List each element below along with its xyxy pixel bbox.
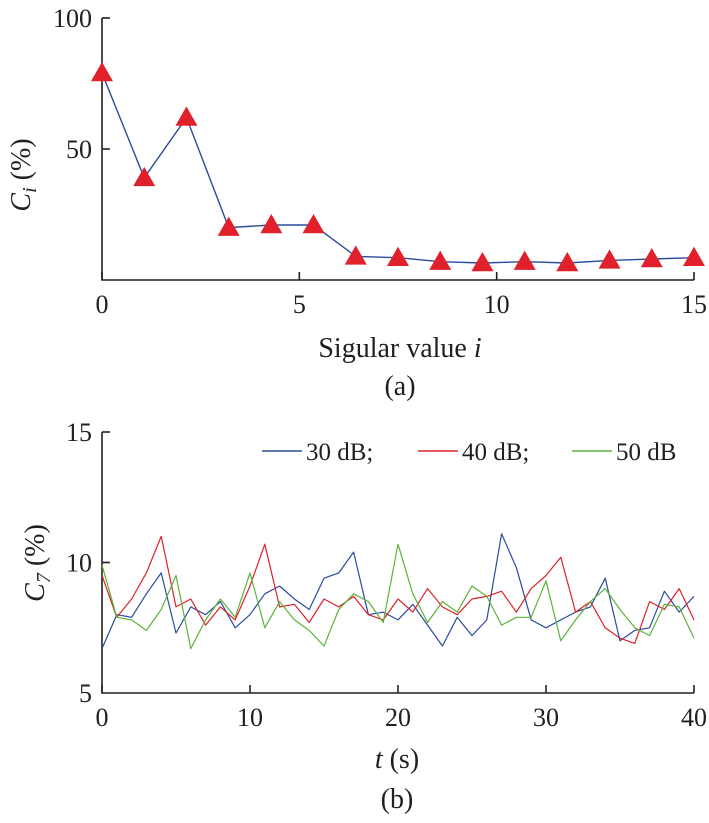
panel-b-series-1-line <box>101 533 695 649</box>
panel-a-x-tick-label: 10 <box>484 290 510 319</box>
panel-b-y-label: C7 (%) <box>20 524 55 602</box>
panel-a-marker <box>217 216 240 236</box>
panel-a-marker <box>387 246 409 266</box>
panel-b-x-tick-label: 0 <box>96 703 109 732</box>
panel-b-ticks: 0 10 20 30 40 5 10 15 <box>66 418 707 732</box>
panel-a: 0 5 10 15 50 100 Ci (%) Sigular value i (a) <box>6 4 707 402</box>
panel-b-series-3-line <box>101 543 695 650</box>
panel-b-series-lines <box>101 533 695 650</box>
panel-b-caption: (b) <box>381 784 414 815</box>
panel-b-y-tick-label: 15 <box>66 418 92 447</box>
panel-b-x-tick-label: 40 <box>681 703 707 732</box>
panel-a-y-tick-label: 100 <box>53 4 92 33</box>
panel-a-axes <box>101 18 694 281</box>
panel-a-series-line <box>101 72 695 264</box>
panel-a-marker <box>91 62 113 82</box>
panel-a-x-label: Sigular value i <box>318 333 481 364</box>
panel-a-marker <box>471 251 494 272</box>
panel-a-marker <box>598 249 621 269</box>
panel-a-marker <box>556 251 579 272</box>
panel-b-series-2-line <box>101 535 695 645</box>
panel-a-marker <box>133 166 156 187</box>
panel-a-markers <box>91 62 705 272</box>
panel-a-ticks: 0 5 10 15 50 100 <box>53 4 707 319</box>
panel-a-marker <box>683 246 705 266</box>
panel-a-marker <box>260 213 283 234</box>
panel-a-x-tick-label: 15 <box>681 290 707 319</box>
panel-a-x-tick-label: 0 <box>96 290 109 319</box>
panel-a-marker <box>640 248 663 268</box>
panel-a-x-tick-label: 5 <box>293 290 306 319</box>
panel-a-marker <box>429 250 452 270</box>
panel-b-x-label: t (s) <box>375 744 419 775</box>
panel-a-series-path <box>101 72 695 264</box>
panel-b-legend-label: 50 dB <box>616 439 676 466</box>
panel-a-y-tick-label: 50 <box>66 135 92 164</box>
panel-a-marker <box>513 250 536 270</box>
panel-a-marker <box>302 213 325 234</box>
panel-b-legend-label: 30 dB; <box>306 439 373 466</box>
panel-b-legend-label: 40 dB; <box>462 439 529 466</box>
panel-a-marker <box>175 106 198 126</box>
panel-b-axes <box>101 432 694 694</box>
panel-b-y-tick-label: 5 <box>79 679 92 708</box>
panel-b-legend: 30 dB; 40 dB; 50 dB <box>262 439 676 466</box>
panel-b-x-tick-label: 20 <box>385 703 411 732</box>
panel-b-y-tick-label: 10 <box>66 549 92 578</box>
panel-b-x-tick-label: 10 <box>237 703 263 732</box>
panel-b-x-tick-label: 30 <box>533 703 559 732</box>
panel-a-marker <box>344 245 367 265</box>
panel-a-y-label: Ci (%) <box>6 138 41 211</box>
panel-a-caption: (a) <box>384 371 415 402</box>
